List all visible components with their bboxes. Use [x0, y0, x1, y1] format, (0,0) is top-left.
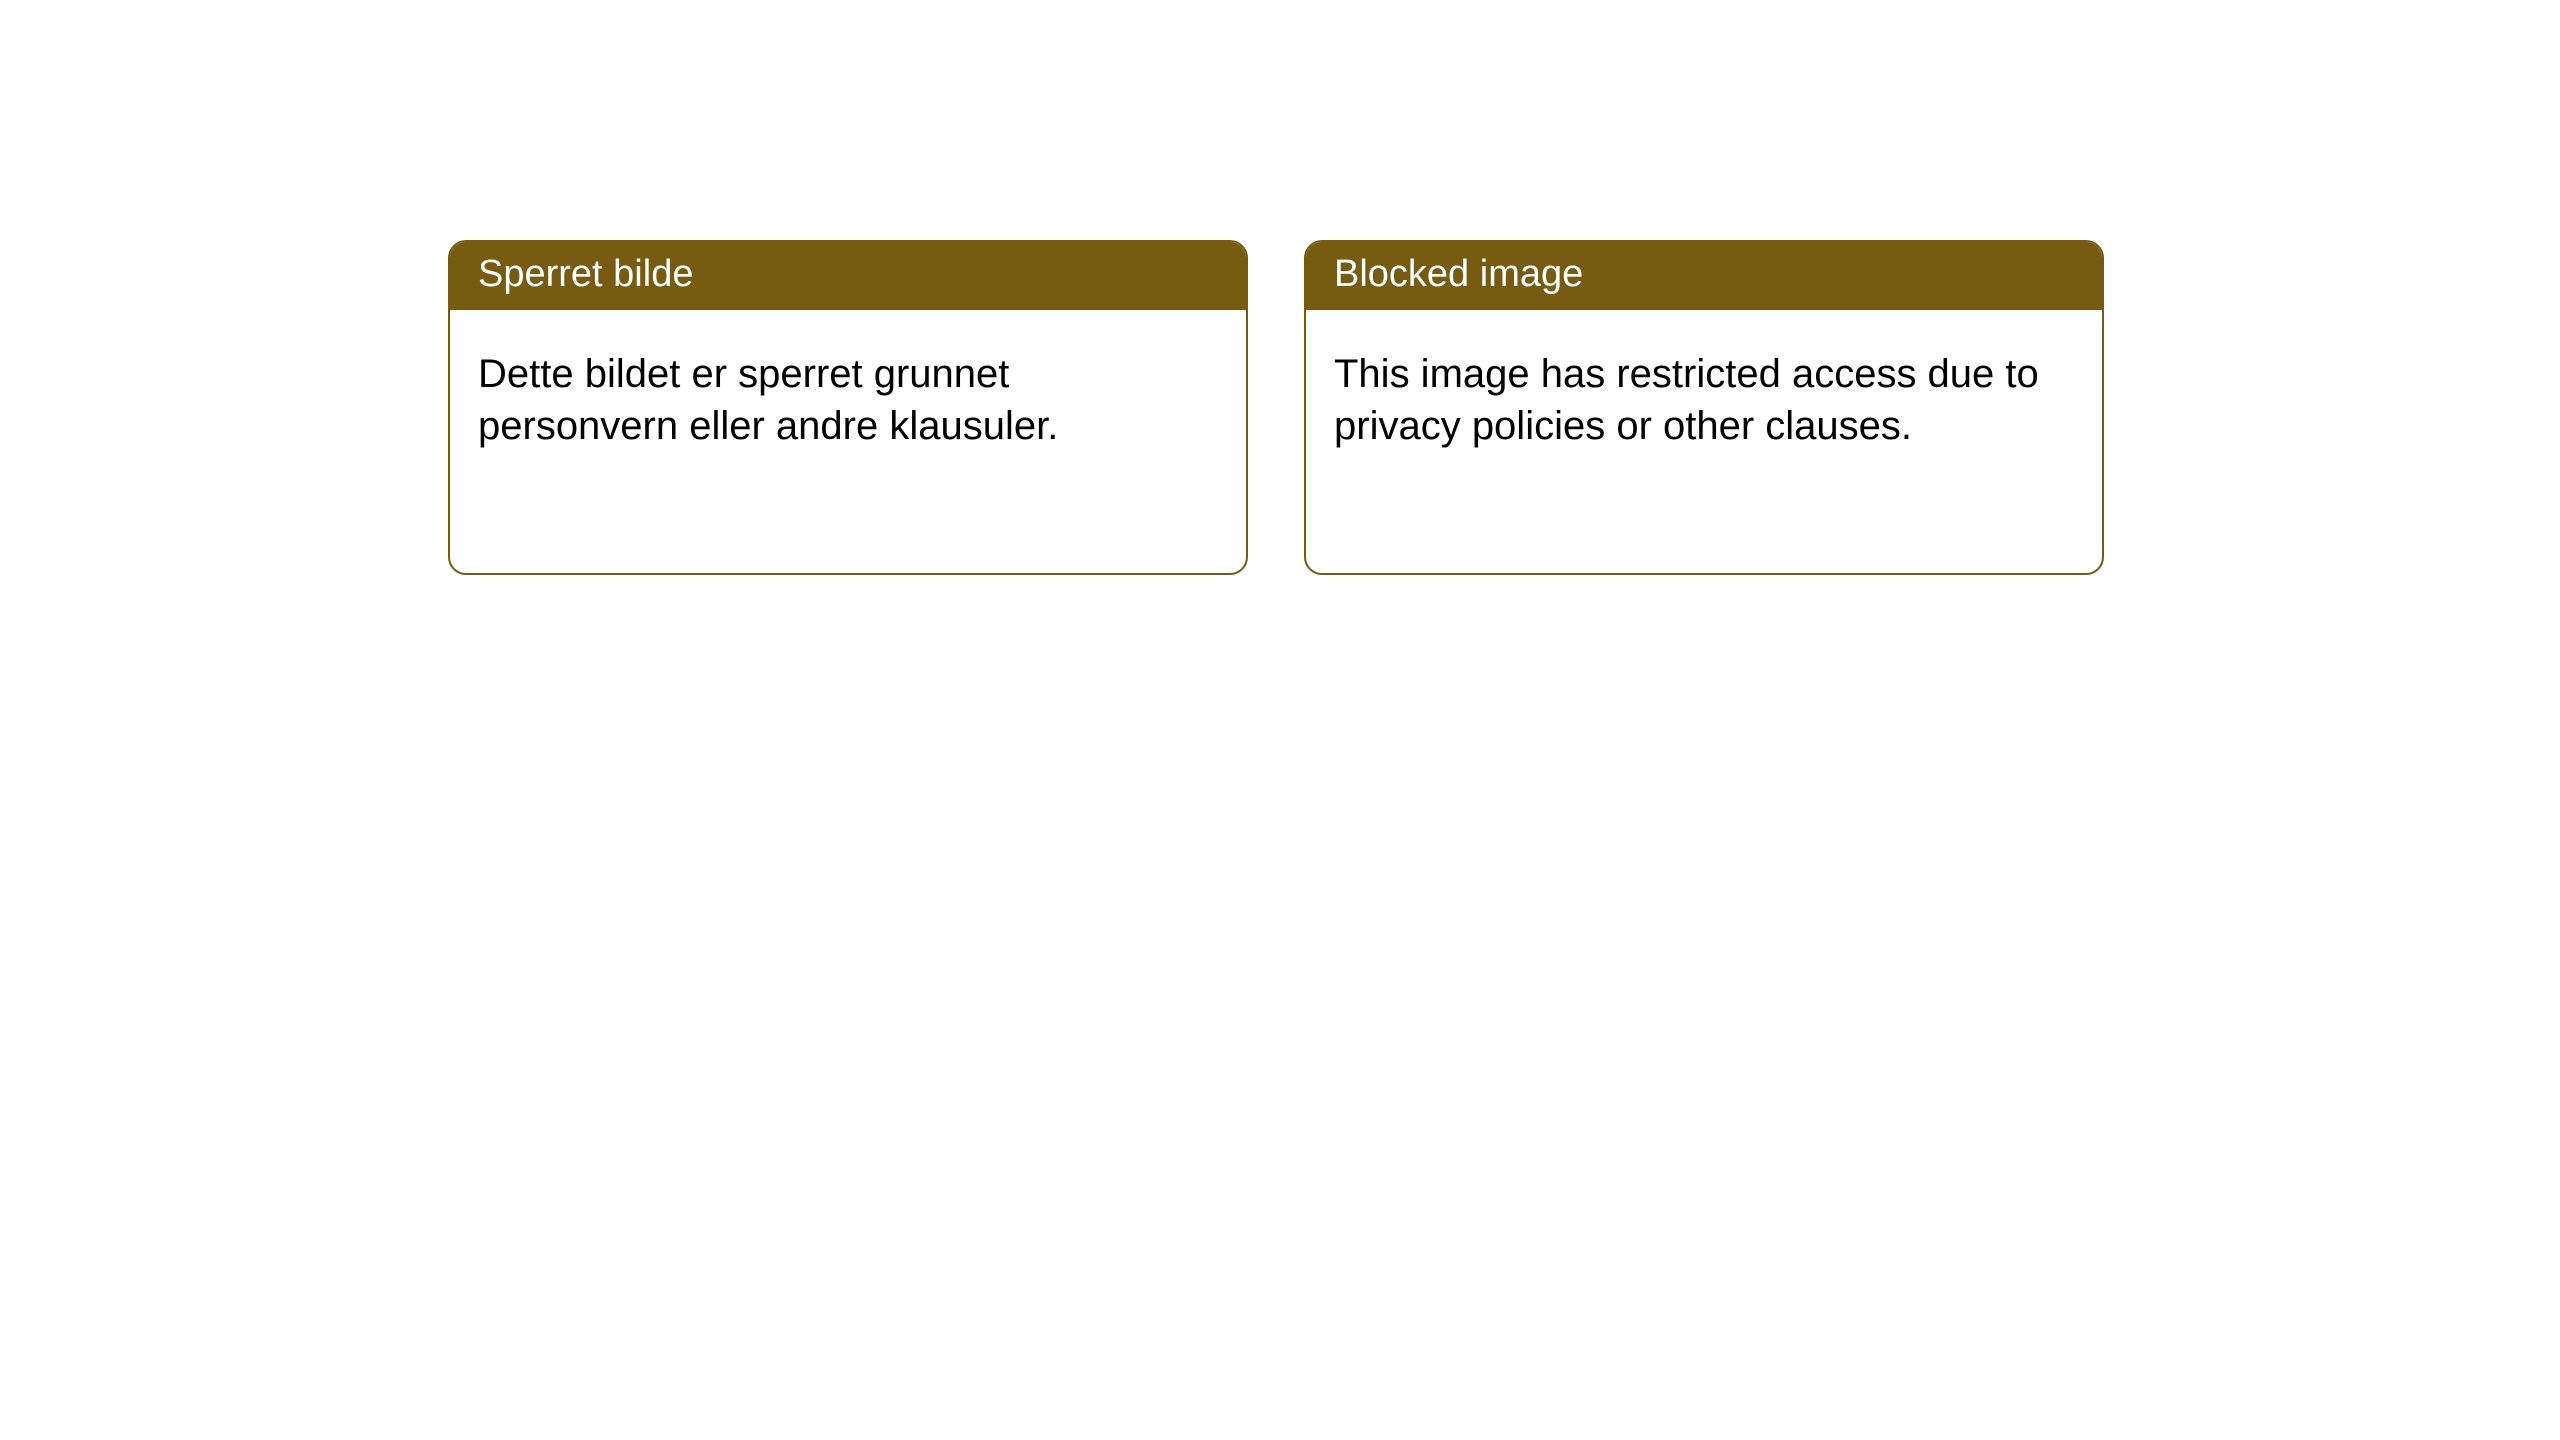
notice-title: Sperret bilde — [450, 242, 1246, 310]
notice-body: Dette bildet er sperret grunnet personve… — [450, 310, 1246, 480]
notice-card-english: Blocked image This image has restricted … — [1304, 240, 2104, 575]
notice-container: Sperret bilde Dette bildet er sperret gr… — [448, 240, 2104, 575]
notice-title: Blocked image — [1306, 242, 2102, 310]
notice-body: This image has restricted access due to … — [1306, 310, 2102, 480]
notice-card-norwegian: Sperret bilde Dette bildet er sperret gr… — [448, 240, 1248, 575]
